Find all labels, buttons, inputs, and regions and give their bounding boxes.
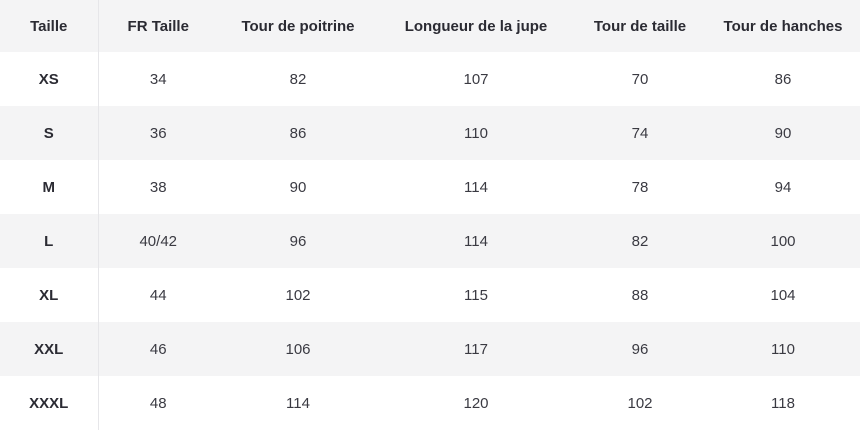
- cell-skirt-length: 117: [464, 340, 488, 358]
- cell-chest: 82: [289, 70, 307, 88]
- cell-fr-size: 36: [149, 124, 167, 142]
- cell-size: M: [0, 160, 99, 214]
- cell-chest: 114: [286, 394, 310, 412]
- cell-size: XXL: [0, 322, 99, 376]
- cell-chest: 106: [285, 340, 311, 358]
- cell-fr-size: 46: [149, 340, 167, 358]
- cell-hips: 110: [771, 340, 795, 358]
- cell-size: XS: [0, 52, 99, 106]
- cell-fr-size: 48: [149, 394, 167, 412]
- cell-fr-size: 34: [149, 70, 167, 88]
- header-tour-de-hanches: Tour de hanches: [723, 17, 843, 35]
- cell-chest: 102: [285, 286, 311, 304]
- cell-chest: 86: [289, 124, 307, 142]
- cell-waist: 88: [631, 286, 649, 304]
- table-row: XL 44 102 115 88 104: [0, 268, 860, 322]
- header-tour-de-poitrine: Tour de poitrine: [241, 17, 355, 35]
- cell-size: XXXL: [0, 376, 99, 430]
- cell-chest: 90: [289, 178, 307, 196]
- cell-hips: 104: [770, 286, 796, 304]
- cell-skirt-length: 120: [463, 394, 489, 412]
- cell-waist: 96: [631, 340, 649, 358]
- table-row: XS 34 82 107 70 86: [0, 52, 860, 106]
- cell-waist: 102: [627, 394, 653, 412]
- table-row: L 40/42 96 114 82 100: [0, 214, 860, 268]
- header-longueur-de-la-jupe: Longueur de la jupe: [404, 17, 548, 35]
- header-tour-de-taille: Tour de taille: [593, 17, 687, 35]
- cell-skirt-length: 110: [464, 124, 488, 142]
- cell-skirt-length: 114: [464, 232, 488, 250]
- table-body: XS 34 82 107 70 86 S 36 86 110 74 90 M 3…: [0, 52, 860, 430]
- table-row: M 38 90 114 78 94: [0, 160, 860, 214]
- cell-chest: 96: [289, 232, 307, 250]
- cell-size: XL: [0, 268, 99, 322]
- cell-waist: 74: [631, 124, 649, 142]
- cell-hips: 100: [770, 232, 796, 250]
- cell-skirt-length: 107: [463, 70, 489, 88]
- header-row: Taille FR Taille Tour de poitrine Longue…: [0, 0, 860, 52]
- table-row: S 36 86 110 74 90: [0, 106, 860, 160]
- cell-size: L: [0, 214, 99, 268]
- cell-hips: 90: [774, 124, 792, 142]
- header-fr-taille: FR Taille: [127, 17, 189, 35]
- cell-hips: 94: [774, 178, 792, 196]
- cell-waist: 78: [631, 178, 649, 196]
- cell-skirt-length: 115: [464, 286, 488, 304]
- cell-size: S: [0, 106, 99, 160]
- cell-waist: 82: [631, 232, 649, 250]
- table-row: XXL 46 106 117 96 110: [0, 322, 860, 376]
- header-taille: Taille: [0, 0, 99, 52]
- cell-skirt-length: 114: [464, 178, 488, 196]
- cell-waist: 70: [631, 70, 649, 88]
- cell-fr-size: 44: [149, 286, 167, 304]
- table-row: XXXL 48 114 120 102 118: [0, 376, 860, 430]
- cell-hips: 86: [774, 70, 792, 88]
- cell-fr-size: 40/42: [139, 232, 178, 250]
- cell-fr-size: 38: [149, 178, 167, 196]
- table-header: Taille FR Taille Tour de poitrine Longue…: [0, 0, 860, 52]
- cell-hips: 118: [771, 394, 795, 412]
